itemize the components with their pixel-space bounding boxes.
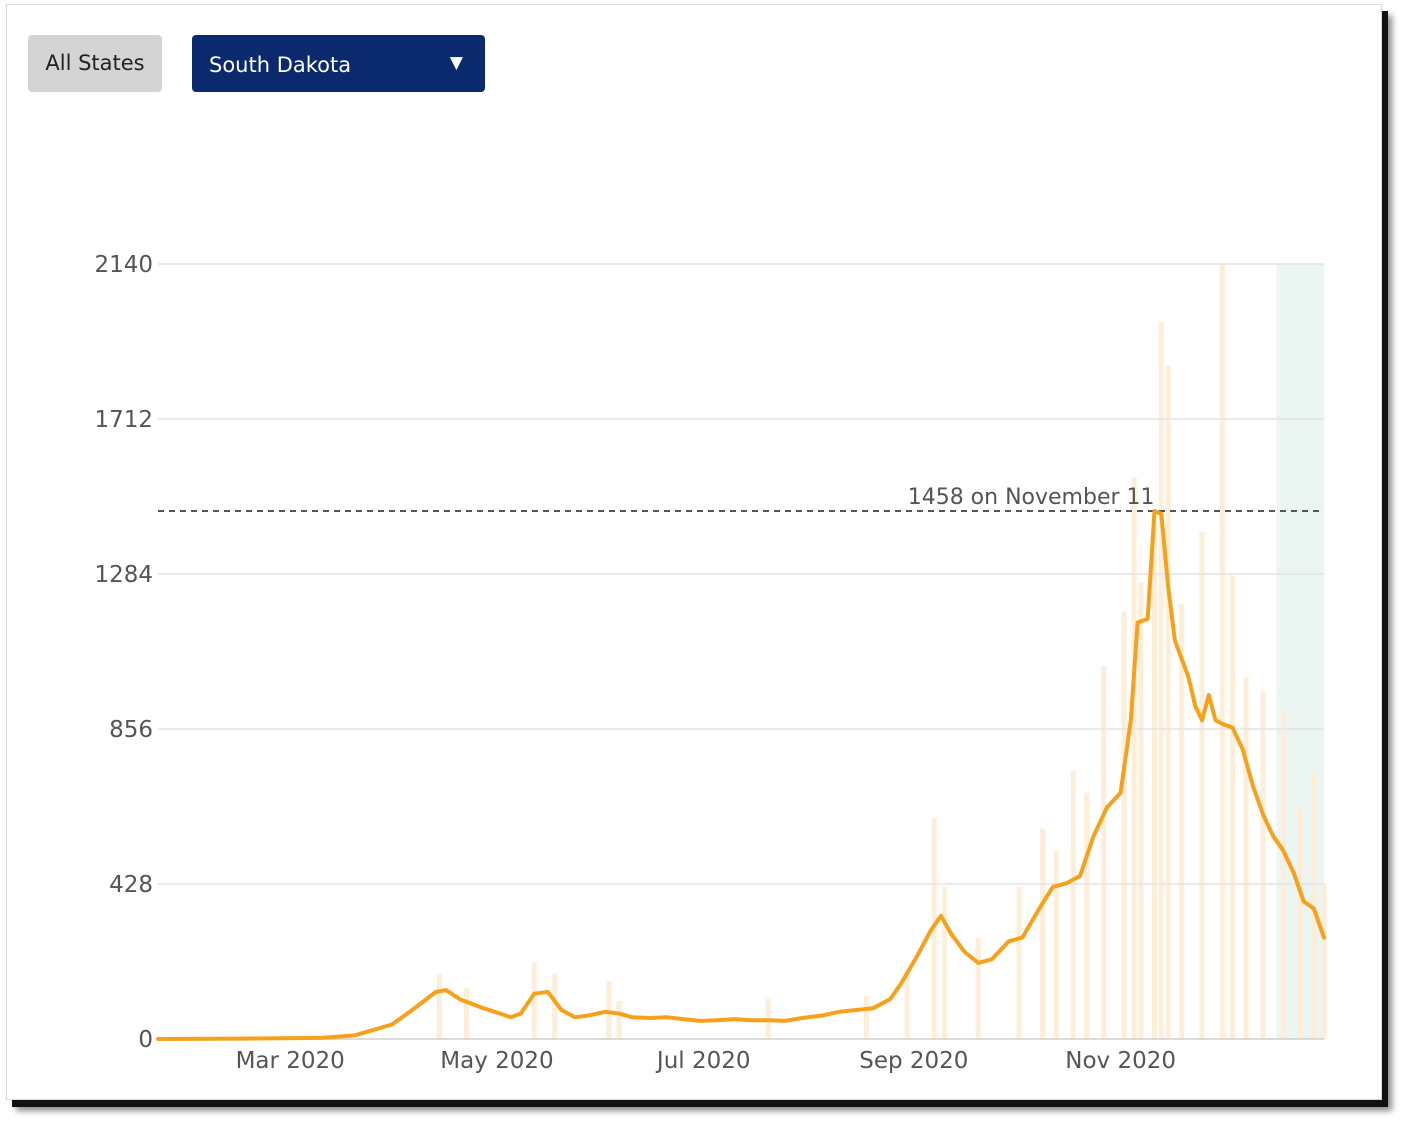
average-cases-line — [156, 509, 1326, 1041]
y-tick-label: 1712 — [94, 407, 153, 433]
daily-case-bar — [1070, 771, 1076, 1039]
daily-case-bar — [463, 988, 469, 1039]
daily-case-bar — [552, 973, 558, 1039]
daily-case-bar — [1243, 676, 1249, 1039]
daily-case-bar — [1260, 691, 1266, 1039]
daily-case-bar — [1229, 575, 1235, 1039]
daily-case-bar — [1152, 521, 1158, 1039]
daily-case-bar — [1321, 883, 1327, 1039]
daily-case-bar — [1219, 264, 1225, 1039]
daily-case-bar — [1101, 665, 1107, 1039]
y-tick-label: 1284 — [94, 562, 153, 588]
daily-case-bar — [1016, 886, 1022, 1039]
x-tick-label: Sep 2020 — [859, 1048, 968, 1074]
daily-case-bar — [1040, 828, 1046, 1039]
daily-case-bar — [1297, 807, 1303, 1039]
daily-case-bar — [863, 995, 869, 1039]
chevron-down-icon: ▼ — [449, 53, 463, 73]
y-tick-label: 428 — [109, 872, 153, 898]
daily-case-bar — [616, 1000, 622, 1039]
all-states-button[interactable]: All States — [28, 35, 162, 92]
daily-case-bar — [1165, 365, 1171, 1039]
daily-case-bar — [606, 981, 612, 1039]
y-tick-label: 856 — [109, 717, 153, 743]
peak-annotation-label: 1458 on November 11 — [908, 485, 1155, 510]
daily-case-bar — [531, 962, 537, 1039]
y-tick-label: 0 — [138, 1027, 153, 1053]
y-tick-label: 2140 — [94, 252, 153, 278]
x-tick-label: Mar 2020 — [236, 1048, 345, 1074]
daily-case-bar — [1138, 582, 1144, 1039]
daily-case-bar — [1179, 604, 1185, 1039]
state-dropdown[interactable]: South Dakota ▼ — [192, 35, 485, 92]
daily-case-bar — [1131, 477, 1137, 1039]
daily-case-bar — [975, 937, 981, 1039]
state-dropdown-value: South Dakota — [209, 53, 352, 77]
daily-case-bar — [1084, 792, 1090, 1039]
daily-case-bar — [904, 970, 910, 1039]
daily-case-bar — [436, 973, 442, 1039]
daily-case-bar — [1311, 771, 1317, 1039]
daily-case-bar — [1158, 321, 1164, 1039]
daily-case-bar — [1053, 850, 1059, 1039]
daily-case-bar — [941, 886, 947, 1039]
daily-case-bar — [1121, 611, 1127, 1039]
daily-case-bar — [1280, 709, 1286, 1039]
x-tick-label: May 2020 — [440, 1048, 553, 1074]
x-tick-label: Nov 2020 — [1065, 1048, 1176, 1074]
x-tick-label: Jul 2020 — [655, 1048, 751, 1074]
daily-case-bar — [1199, 531, 1205, 1039]
